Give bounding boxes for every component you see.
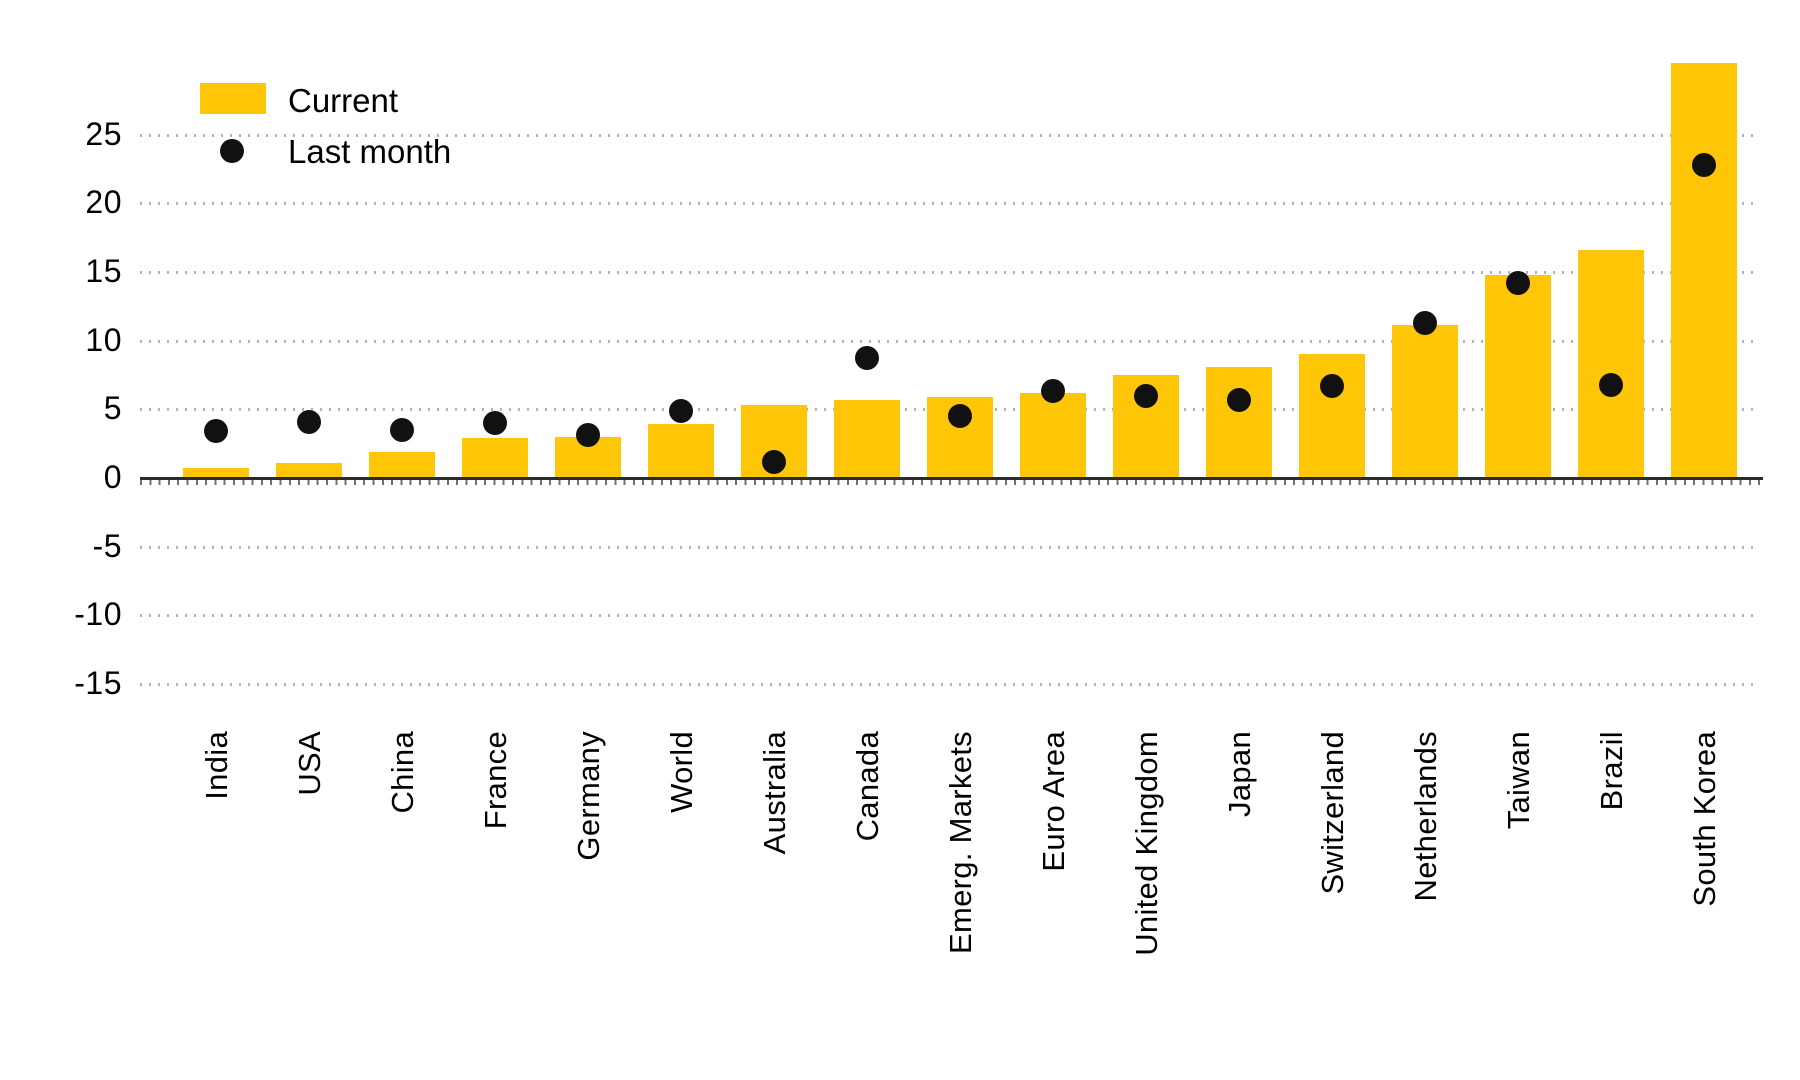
bar-south-korea: [1671, 63, 1737, 478]
bar-taiwan: [1485, 274, 1551, 478]
gridline-y-10: [140, 339, 1757, 343]
y-tick-label: 0: [103, 458, 122, 495]
y-tick-label: 5: [103, 390, 122, 427]
y-tick-label: 15: [85, 252, 122, 289]
x-axis-line: [140, 477, 1763, 480]
dot-euro-area: [1041, 379, 1065, 404]
dot-netherlands: [1413, 310, 1437, 335]
gridline-y--10: [140, 614, 1757, 618]
dot-usa: [297, 409, 321, 434]
y-tick-label: 10: [85, 321, 122, 358]
bar-netherlands: [1392, 325, 1458, 478]
legend-label-current: Current: [288, 82, 399, 119]
gridline-y-25: [140, 133, 1757, 137]
y-tick-label: -15: [74, 664, 122, 701]
bar-brazil: [1578, 249, 1644, 478]
legend-dot-marker: [220, 139, 244, 163]
dot-united-kingdom: [1134, 383, 1158, 408]
legend-label-last-month: Last month: [288, 133, 452, 170]
bar-canada: [834, 399, 900, 478]
gridline-y-15: [140, 270, 1757, 274]
legend-bar-swatch: [200, 83, 266, 114]
x-axis-minor-ticks: [140, 480, 1763, 485]
dot-india: [204, 419, 228, 444]
bar-japan: [1206, 366, 1272, 478]
bar-france: [462, 438, 528, 478]
gridline-y-20: [140, 202, 1757, 206]
y-tick-label: 25: [85, 115, 122, 152]
bar-india: [183, 468, 249, 478]
dot-canada: [855, 346, 879, 371]
dot-brazil: [1599, 372, 1623, 397]
gridline-y--15: [140, 683, 1757, 687]
bar-switzerland: [1299, 354, 1365, 478]
dot-taiwan: [1506, 270, 1530, 295]
bar-euro-area: [1020, 392, 1086, 478]
bar-usa: [276, 462, 342, 478]
gridline-y--5: [140, 545, 1757, 549]
bar-china: [369, 451, 435, 478]
dot-world: [669, 398, 693, 423]
dot-japan: [1227, 387, 1251, 412]
y-tick-label: 20: [85, 183, 122, 220]
dot-france: [483, 411, 507, 436]
dot-switzerland: [1320, 373, 1344, 398]
dot-china: [390, 417, 414, 442]
y-tick-label: -5: [92, 527, 122, 564]
bar-world: [648, 424, 714, 478]
dot-germany: [576, 423, 600, 448]
dot-emerg-markets: [948, 404, 972, 429]
dot-south-korea: [1692, 152, 1716, 177]
y-tick-label: -10: [74, 596, 122, 633]
dot-australia: [762, 449, 786, 474]
